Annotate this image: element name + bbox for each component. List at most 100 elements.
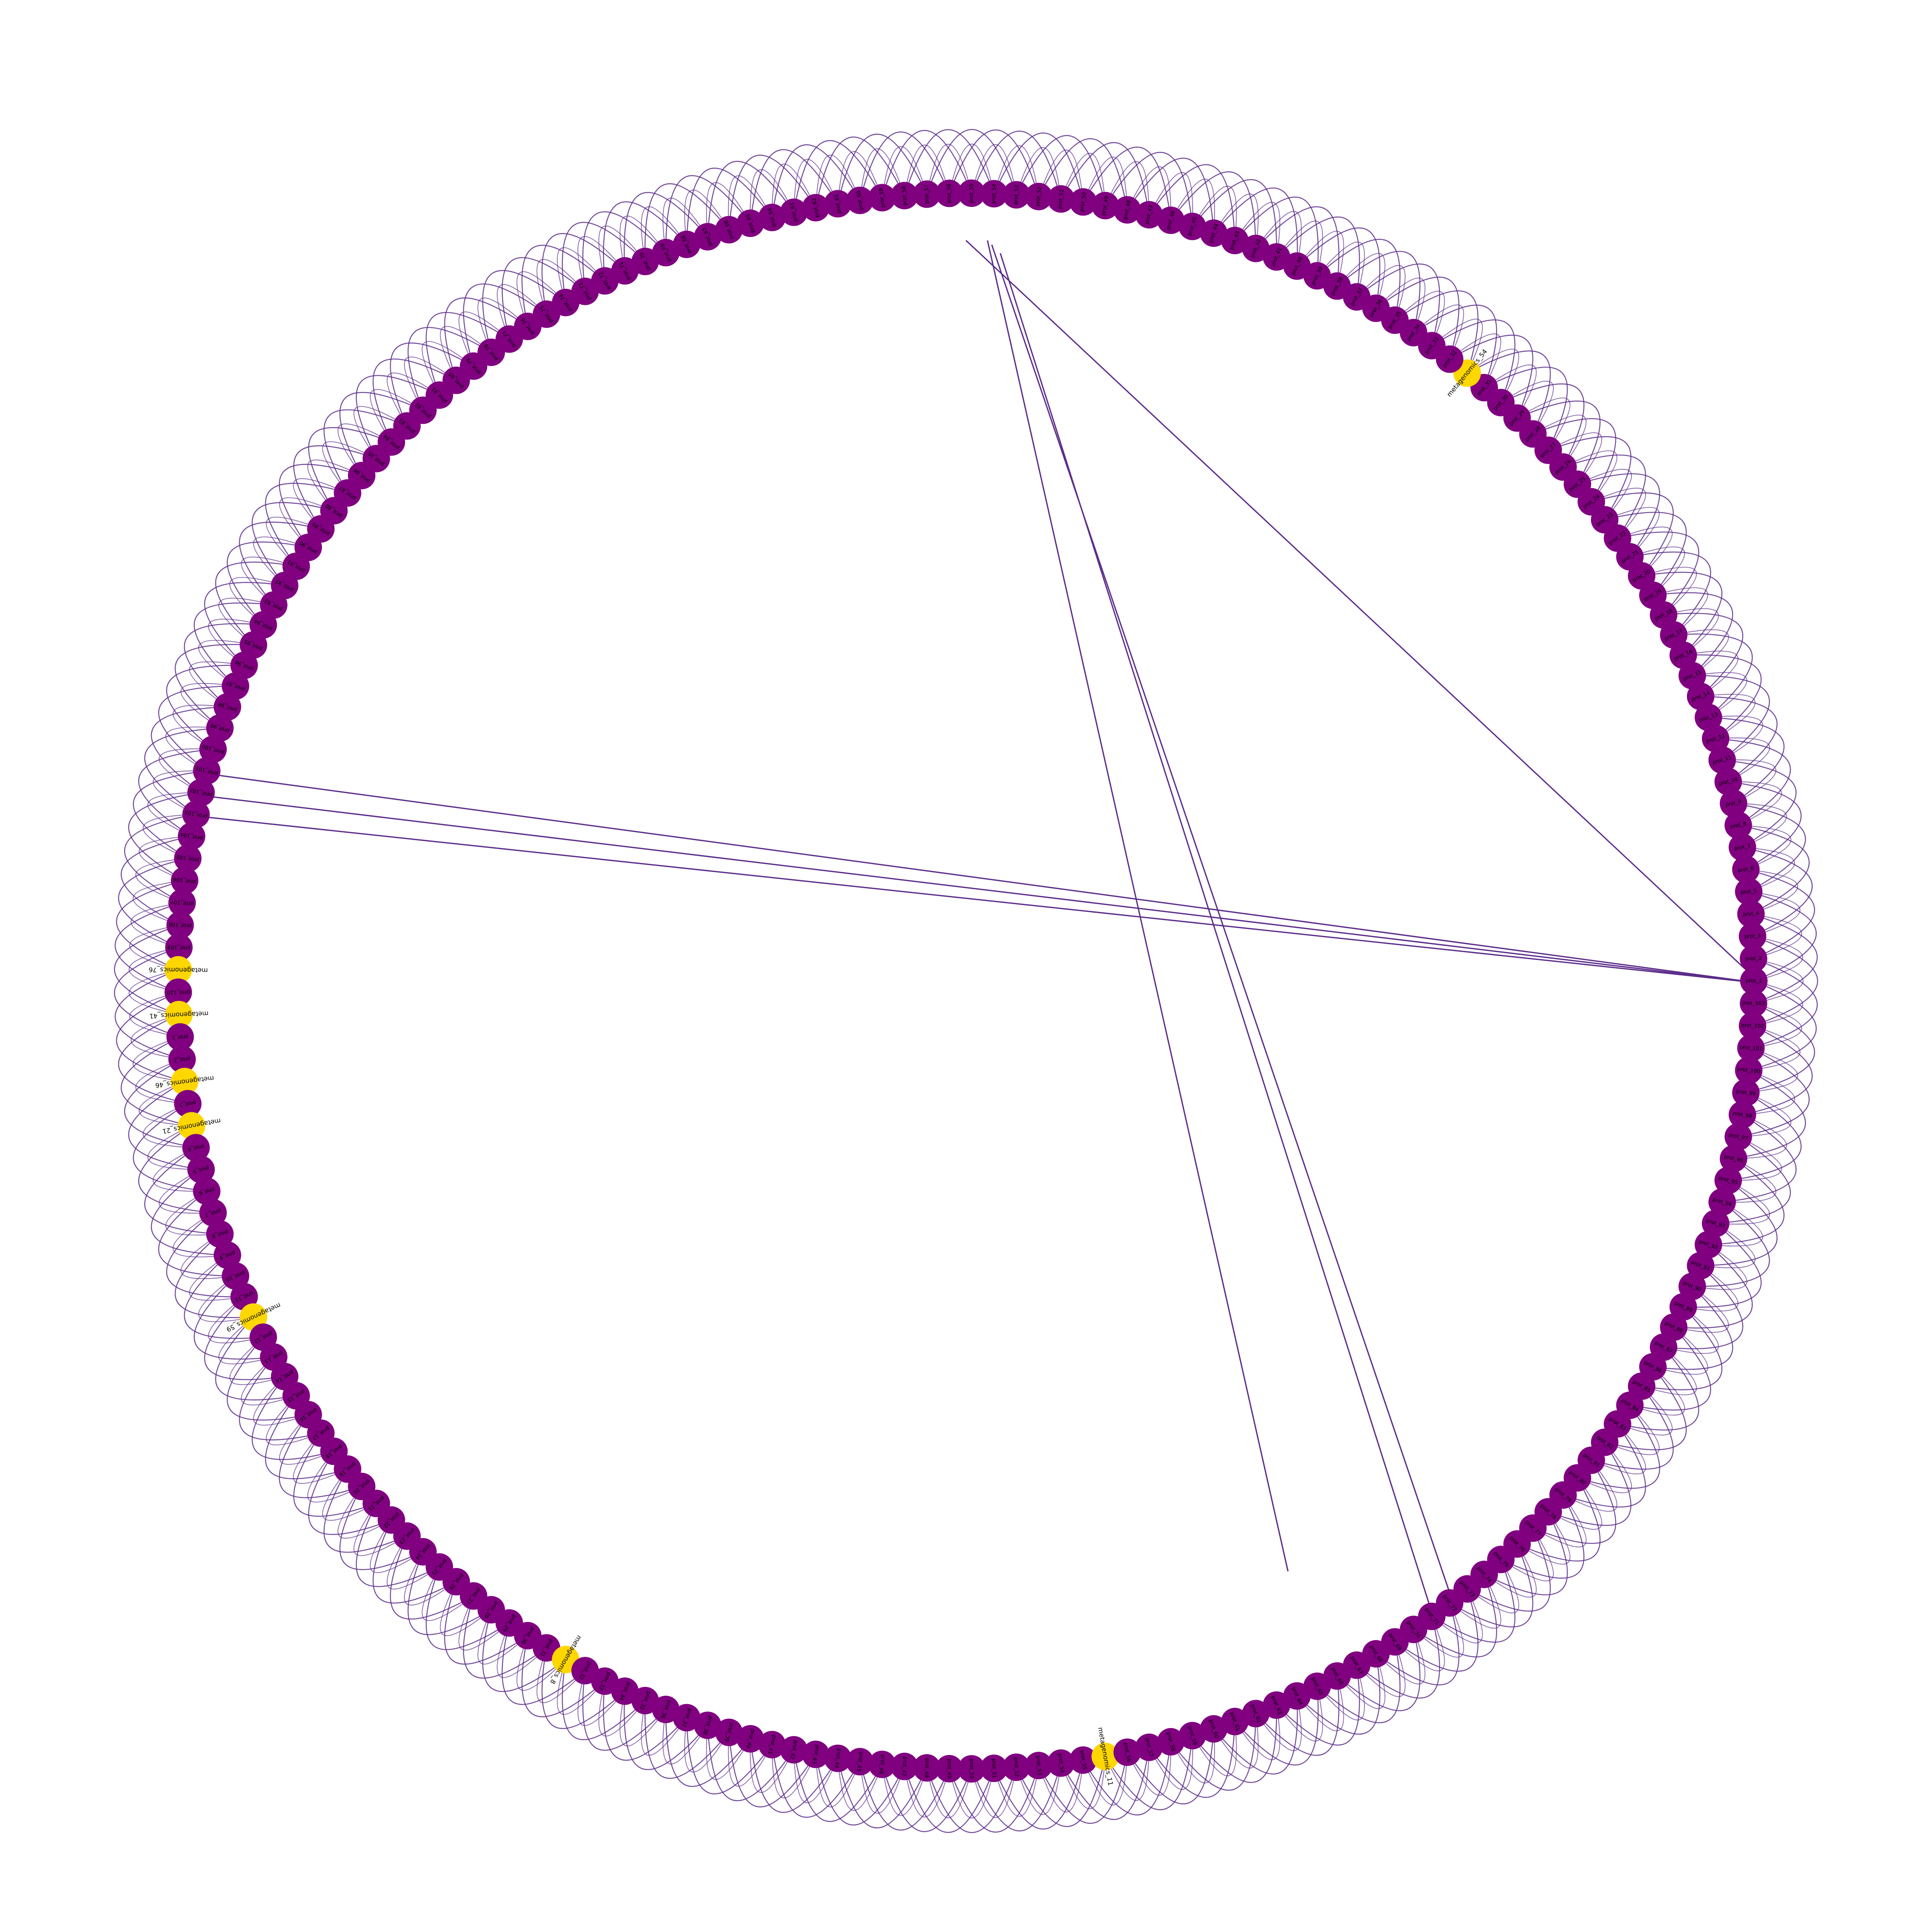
- edge-arc: [1746, 869, 1798, 914]
- edge-arc: [1467, 349, 1519, 403]
- protein-node-label: prot_3: [1744, 933, 1761, 939]
- edge-arc: [1733, 803, 1787, 848]
- protein-node: [1047, 1749, 1075, 1777]
- edge-arc: [180, 1233, 236, 1279]
- protein-node: [1737, 900, 1765, 928]
- long-edge: [991, 244, 1452, 1598]
- protein-node: [222, 1262, 249, 1290]
- edge-arc: [1663, 1306, 1719, 1354]
- edge-arc: [1641, 1347, 1697, 1395]
- edge-arc: [516, 271, 566, 327]
- long-edge: [199, 772, 1761, 984]
- protein-node: [736, 210, 764, 237]
- long-edge: [987, 240, 1289, 1572]
- edge-arc: [1728, 1136, 1782, 1181]
- edge-arc: [322, 441, 377, 493]
- protein-node: [868, 1750, 896, 1778]
- protein-node: [1047, 185, 1075, 213]
- protein-node: [1714, 1166, 1742, 1194]
- protein-node: [1179, 213, 1206, 240]
- protein-node: [1200, 219, 1227, 247]
- edge-arc: [229, 1337, 285, 1385]
- edge-arc: [1604, 1405, 1660, 1455]
- protein-node-label: prot_5: [1740, 887, 1757, 895]
- protein-node: [1113, 1738, 1141, 1766]
- edge-arc: [1752, 936, 1818, 1027]
- protein-node: [1732, 856, 1760, 883]
- edge-arc: [1517, 1511, 1571, 1565]
- metagenomics-node-label: metagenomics_76: [149, 965, 208, 974]
- edge-arc: [1738, 1092, 1792, 1137]
- protein-node: [715, 216, 743, 243]
- protein-node-label: prot_55: [968, 183, 974, 203]
- edge-arc: [1692, 672, 1747, 718]
- protein-node-label: prot_6: [1738, 865, 1755, 873]
- protein-node: [802, 1741, 829, 1768]
- edge-arc: [253, 536, 309, 586]
- protein-node: [1002, 181, 1030, 209]
- metagenomics-node: [178, 1112, 206, 1140]
- protein-node: [1113, 196, 1141, 224]
- edge-arc: [1629, 546, 1685, 596]
- edge-arc: [279, 1414, 334, 1465]
- protein-node: [1714, 768, 1742, 796]
- protein-node: [187, 1156, 215, 1184]
- protein-node: [1728, 1101, 1756, 1129]
- edge-arc: [208, 619, 264, 666]
- edge-arc: [1213, 193, 1259, 249]
- protein-node-label: prot_46: [878, 1754, 887, 1774]
- edge-arc: [662, 1709, 708, 1765]
- edge-arc: [1297, 1676, 1344, 1732]
- protein-node-label: prot_106: [173, 876, 197, 885]
- protein-node: [1739, 1012, 1766, 1040]
- protein-node-label: prot_54: [1057, 1753, 1065, 1773]
- protein-node: [736, 1725, 764, 1753]
- edge-arc: [128, 969, 179, 1015]
- protein-node: [1740, 945, 1768, 972]
- edge-arc: [971, 1767, 1017, 1818]
- edge-arc: [948, 1768, 995, 1819]
- edge-arc: [1752, 936, 1803, 981]
- protein-node: [715, 1719, 743, 1746]
- protein-node: [1069, 188, 1097, 216]
- edge-arc: [253, 1376, 309, 1426]
- edge-arc: [948, 143, 995, 194]
- edge-arc: [1297, 231, 1344, 286]
- edge-arc: [536, 259, 586, 315]
- edge-arc: [1700, 694, 1756, 739]
- protein-node: [1724, 811, 1752, 839]
- edge-arc: [1674, 629, 1729, 676]
- protein-node: [166, 911, 194, 939]
- edge-arc: [598, 225, 646, 281]
- protein-node: [631, 1687, 659, 1714]
- edge-arc: [241, 1357, 297, 1406]
- edge-arc: [440, 1581, 492, 1636]
- edge-arc: [370, 389, 423, 443]
- edge-arc: [266, 516, 321, 567]
- protein-node: [758, 204, 786, 231]
- protein-node: [868, 184, 896, 212]
- edge-arc: [1700, 1223, 1756, 1268]
- edge-arc: [620, 216, 666, 271]
- edge-arc: [1563, 450, 1618, 502]
- protein-node-label: prot_45: [856, 1752, 864, 1772]
- edge-arc: [1751, 913, 1802, 959]
- edge-arc: [1127, 1741, 1172, 1796]
- protein-node-label: prot_56: [946, 183, 952, 203]
- edge-arc: [1750, 958, 1818, 1049]
- edge-arc: [1356, 265, 1406, 321]
- edge-arc: [793, 1750, 838, 1804]
- protein-node: [174, 1090, 202, 1118]
- edge-arc: [1563, 1460, 1618, 1512]
- edge-arc: [516, 1635, 566, 1691]
- edge-arc: [1617, 526, 1673, 577]
- protein-node: [182, 1134, 210, 1162]
- edge-arc: [147, 792, 201, 837]
- edge-arc: [1484, 1543, 1537, 1598]
- protein-node: [1263, 243, 1291, 271]
- edge-arc: [1413, 304, 1464, 359]
- edge-arc: [1750, 913, 1818, 1004]
- protein-node: [1719, 790, 1747, 817]
- edge-arc: [1629, 1366, 1685, 1416]
- metagenomics-node: [171, 1068, 198, 1096]
